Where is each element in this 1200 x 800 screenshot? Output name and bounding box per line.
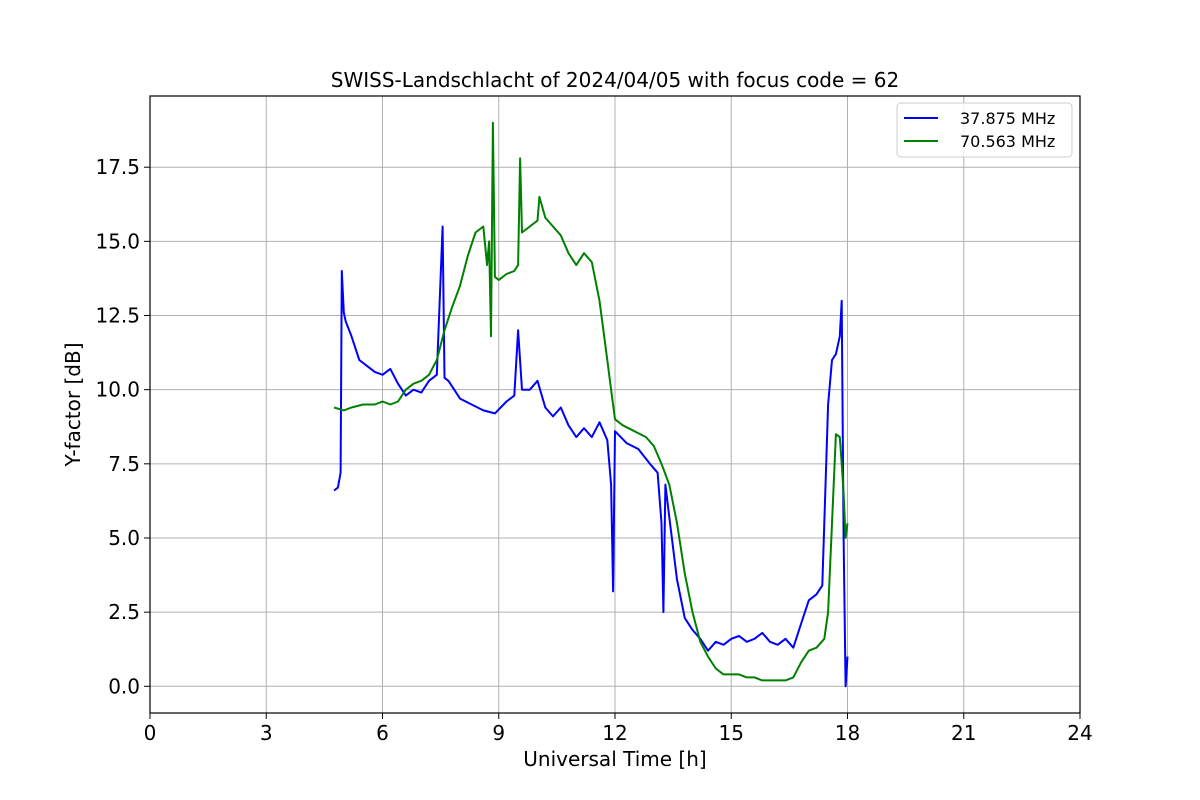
series-line-1 [333,121,849,682]
x-tick-label: 12 [602,721,627,745]
legend-label: 70.563 MHz [960,132,1055,151]
x-tick-label: 0 [144,721,157,745]
y-tick-label: 2.5 [108,600,140,624]
x-tick-label: 6 [376,721,389,745]
y-axis-label: Y-factor [dB] [61,342,85,467]
y-tick-label: 5.0 [108,526,140,550]
chart-title: SWISS-Landschlacht of 2024/04/05 with fo… [331,68,899,92]
y-tick-label: 0.0 [108,674,140,698]
x-tick-label: 3 [260,721,273,745]
x-tick-label: 18 [835,721,860,745]
y-tick-label: 10.0 [95,378,140,402]
x-tick-label: 15 [719,721,744,745]
series-layer [333,121,849,688]
x-axis-label: Universal Time [h] [523,747,706,771]
x-tick-label: 9 [492,721,505,745]
legend-box [896,102,1073,158]
x-tick-label: 21 [951,721,976,745]
y-tick-label: 7.5 [108,452,140,476]
y-tick-label: 17.5 [95,155,140,179]
series-line-0 [333,225,849,688]
axis-ticks: 0 3 6 9 12 15 18 21 24 0.0 2.5 5.0 7.5 10.0 12.5 15.0 17… [95,155,1092,745]
y-tick-label: 15.0 [95,229,140,253]
y-tick-label: 12.5 [95,304,140,328]
legend: 37.875 MHz 70.563 MHz [896,102,1073,158]
legend-label: 37.875 MHz [960,109,1055,128]
x-tick-label: 24 [1067,721,1092,745]
